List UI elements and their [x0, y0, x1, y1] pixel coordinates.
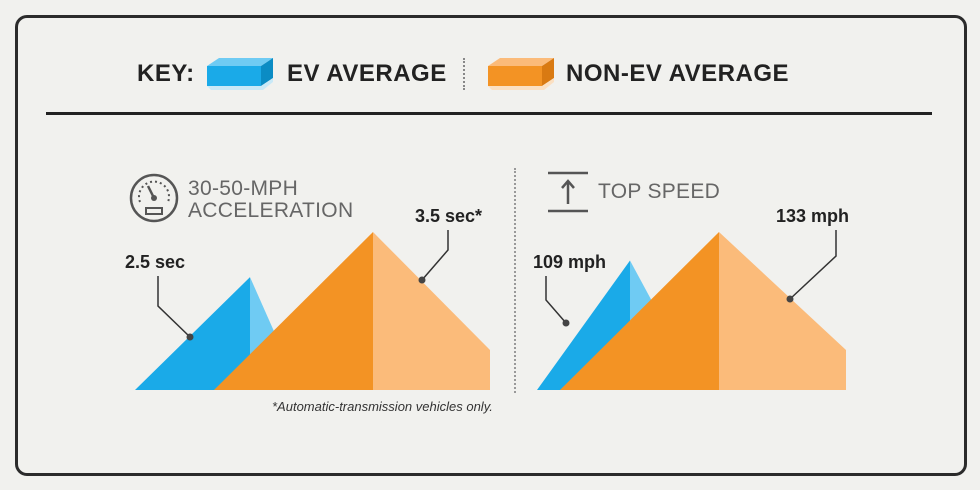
legend: KEY: EV AVERAGE NON-EV AVERAGE [0, 0, 980, 110]
speedometer-icon [129, 173, 179, 223]
non-ev-swatch-icon [488, 58, 554, 90]
non-ev-value-label-0: 3.5 sec* [415, 206, 482, 226]
ev-value-label-0: 2.5 sec [125, 252, 185, 272]
ev-mountain-left-0 [135, 277, 250, 390]
infographic-frame [15, 15, 967, 476]
non-ev-mountain-right-0 [373, 232, 490, 390]
acceleration-title: 30-50-MPH ACCELERATION [188, 178, 353, 222]
ev-value-0-dot [186, 333, 194, 341]
acceleration-title-line2: ACCELERATION [188, 199, 354, 222]
legend-non-ev-label: NON-EV AVERAGE [566, 60, 790, 87]
legend-ev-label: EV AVERAGE [287, 60, 447, 87]
arrow-up-bar-icon [548, 171, 588, 213]
non-ev-value-0-leader [421, 230, 449, 281]
top-speed-title: TOP SPEED [598, 180, 721, 203]
non-ev-mountain-left-1 [560, 232, 719, 390]
non-ev-value-1-dot [786, 295, 794, 303]
ev-value-0-leader [157, 276, 191, 338]
ev-value-1-dot [562, 319, 570, 327]
non-ev-mountain-right-1 [719, 232, 846, 390]
footnote: *Automatic-transmission vehicles only. [272, 399, 493, 414]
acceleration-title-line1: 30-50-MPH [188, 177, 299, 200]
ev-value-1-leader [545, 276, 567, 324]
non-ev-value-1-leader [789, 230, 837, 300]
non-ev-value-0-dot [418, 276, 426, 284]
legend-title: KEY: [137, 60, 195, 87]
ev-swatch-icon [207, 58, 273, 90]
non-ev-value-label-1: 133 mph [776, 206, 849, 226]
panel-divider [514, 168, 516, 393]
legend-divider [463, 58, 465, 90]
header-rule [46, 112, 932, 115]
non-ev-mountain-left-0 [214, 232, 373, 390]
ev-value-label-1: 109 mph [533, 252, 606, 272]
